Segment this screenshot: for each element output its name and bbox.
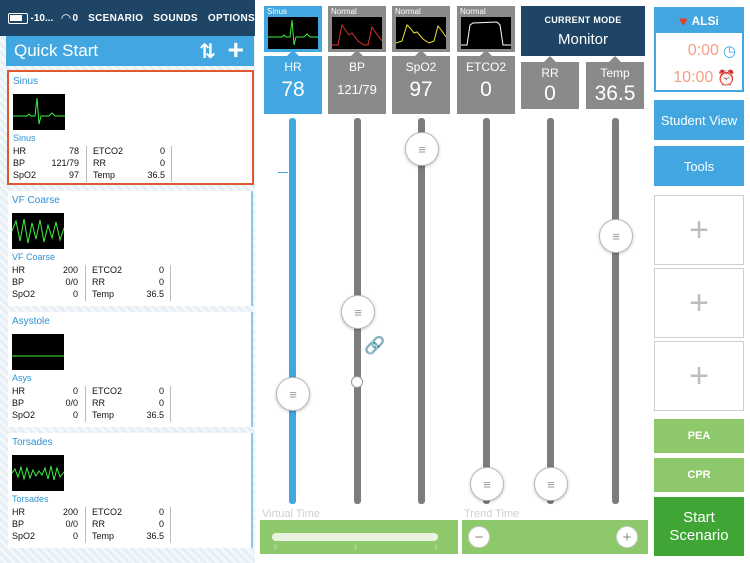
hr-waveform-selector[interactable]: Sinus	[264, 6, 322, 52]
spo2-value-tab[interactable]: SpO2 97	[392, 50, 450, 114]
scenario-title: Torsades	[12, 437, 53, 448]
countdown-timer[interactable]: 10:00 ⏰	[673, 69, 736, 87]
channel-temp[interactable]: Temp 36.5	[586, 56, 644, 109]
vitals-controls: Sinus HR 78 ≡ Normal BP 121/79 ≡ 🔗 Norma…	[258, 0, 650, 563]
alarm-clock-icon: ⏰	[717, 70, 736, 87]
scenario-card-sinus[interactable]: Sinus Sinus HR 78 ETCO2 0 BP 121/79 RR 0 SpO2 9…	[7, 70, 254, 185]
battery-icon	[8, 12, 28, 24]
top-bar: -10... ◠ 0 SCENARIO SOUNDS OPTIONS	[0, 0, 255, 36]
etco2-slider-track[interactable]	[483, 118, 490, 504]
heart-icon: ♥	[679, 13, 688, 29]
scenario-menu[interactable]: SCENARIO	[88, 12, 144, 24]
scenario-card-asystole[interactable]: Asystole Asys HR 0 ETCO2 0 BP 0/0 RR 0 SpO2 0 Te…	[8, 312, 253, 427]
spo2-slider-handle[interactable]: ≡	[405, 132, 439, 166]
timer-icon: ◷	[722, 43, 736, 60]
spo2-slider-track[interactable]	[418, 118, 425, 504]
alsi-logo: ♥ ALSi	[656, 9, 742, 33]
bp-value-tab[interactable]: BP 121/79	[328, 50, 386, 114]
virtual-time-label: Virtual Time	[262, 508, 320, 520]
trend-time-label: Trend Time	[464, 508, 520, 520]
trend-time-bar: − +	[462, 520, 648, 554]
start-scenario-button[interactable]: Start Scenario	[654, 497, 744, 556]
virtual-time-bar: 0 1 2	[260, 520, 458, 554]
hr-value-tab[interactable]: HR 78	[264, 50, 322, 114]
add-slot-button-3[interactable]: +	[654, 341, 744, 411]
sort-arrows-icon[interactable]: ⇅	[199, 41, 216, 63]
wifi-count: 0	[72, 12, 79, 24]
wifi-icon: ◠	[61, 11, 71, 25]
waveform-thumbnail	[12, 455, 64, 491]
bp-systolic-handle[interactable]: ≡	[341, 295, 375, 329]
channel-etco2[interactable]: Normal ETCO2 0	[457, 6, 515, 114]
etco2-value-tab[interactable]: ETCO2 0	[457, 50, 515, 114]
rr-slider-track[interactable]	[547, 118, 554, 504]
scenario-rhythm: Asys	[12, 373, 32, 383]
scenario-title: Asystole	[12, 316, 50, 327]
waveform-thumbnail	[13, 94, 65, 130]
trend-plus-button[interactable]: +	[616, 526, 638, 548]
hr-slider-handle[interactable]: ≡	[276, 377, 310, 411]
elapsed-timer[interactable]: 0:00 ◷	[687, 42, 736, 60]
scenario-rhythm: Sinus	[13, 133, 36, 143]
add-slot-button-2[interactable]: +	[654, 268, 744, 338]
scenario-title: VF Coarse	[12, 195, 60, 206]
etco2-waveform-selector[interactable]: Normal	[457, 6, 515, 52]
temp-slider-track[interactable]	[612, 118, 619, 504]
trend-minus-button[interactable]: −	[468, 526, 490, 548]
temp-value-tab[interactable]: Temp 36.5	[586, 56, 644, 109]
channel-rr[interactable]: RR 0	[521, 56, 579, 109]
link-icon[interactable]: 🔗	[364, 336, 386, 355]
scenario-panel: -10... ◠ 0 SCENARIO SOUNDS OPTIONS Quick…	[0, 0, 255, 563]
etco2-slider-handle[interactable]: ≡	[470, 467, 504, 501]
channel-bp[interactable]: Normal BP 121/79	[328, 6, 386, 114]
options-menu[interactable]: OPTIONS	[207, 12, 255, 24]
cpr-button[interactable]: CPR	[654, 458, 744, 492]
vitals-summary: HR 200 ETCO2 0 BP 0/0 RR 0 SpO2 0 Temp 36.5	[12, 265, 172, 301]
scenario-card-torsades[interactable]: Torsades Torsades HR 200 ETCO2 0 BP 0/0 RR 0 S…	[8, 433, 253, 548]
channel-spo2[interactable]: Normal SpO2 97	[392, 6, 450, 114]
vitals-summary: HR 200 ETCO2 0 BP 0/0 RR 0 SpO2 0 Temp 36.5	[12, 507, 172, 543]
scenario-rhythm: VF Coarse	[12, 252, 56, 262]
waveform-thumbnail	[12, 334, 64, 370]
virtual-time-slider[interactable]	[272, 533, 438, 541]
scenario-card-vf-coarse[interactable]: VF Coarse VF Coarse HR 200 ETCO2 0 BP 0/0 RR 0…	[8, 191, 253, 306]
quick-start-title: Quick Start	[14, 41, 99, 60]
vitals-summary: HR 0 ETCO2 0 BP 0/0 RR 0 SpO2 0 Temp 36.5	[12, 386, 172, 422]
tools-button[interactable]: Tools	[654, 146, 744, 186]
channel-hr[interactable]: Sinus HR 78	[264, 6, 322, 114]
plus-icon[interactable]: +	[227, 34, 244, 65]
bp-diastolic-handle[interactable]	[351, 376, 363, 388]
sounds-menu[interactable]: SOUNDS	[153, 12, 198, 24]
current-mode-value: Monitor	[557, 31, 609, 48]
bp-waveform-selector[interactable]: Normal	[328, 6, 386, 52]
scenario-rhythm: Torsades	[12, 494, 49, 504]
quick-start-header: Quick Start ⇅ +	[6, 36, 254, 66]
waveform-thumbnail	[12, 213, 64, 249]
timer-box: ♥ ALSi 0:00 ◷ 10:00 ⏰	[654, 7, 744, 92]
current-mode-box[interactable]: CURRENT MODE Monitor	[521, 6, 645, 56]
vitals-summary: HR 78 ETCO2 0 BP 121/79 RR 0 SpO2 97 Temp 36.5	[13, 146, 173, 182]
student-view-button[interactable]: Student View	[654, 100, 744, 140]
temp-slider-handle[interactable]: ≡	[599, 219, 633, 253]
scenario-title: Sinus	[13, 76, 39, 87]
spo2-waveform-selector[interactable]: Normal	[392, 6, 450, 52]
add-slot-button-1[interactable]: +	[654, 195, 744, 265]
pea-button[interactable]: PEA	[654, 419, 744, 453]
battery-label: -10...	[30, 12, 54, 24]
control-sidebar: ♥ ALSi 0:00 ◷ 10:00 ⏰ Student View Tools…	[652, 0, 750, 563]
rr-slider-handle[interactable]: ≡	[534, 467, 568, 501]
rr-value-tab[interactable]: RR 0	[521, 56, 579, 109]
hr-slider-track[interactable]	[289, 118, 296, 504]
